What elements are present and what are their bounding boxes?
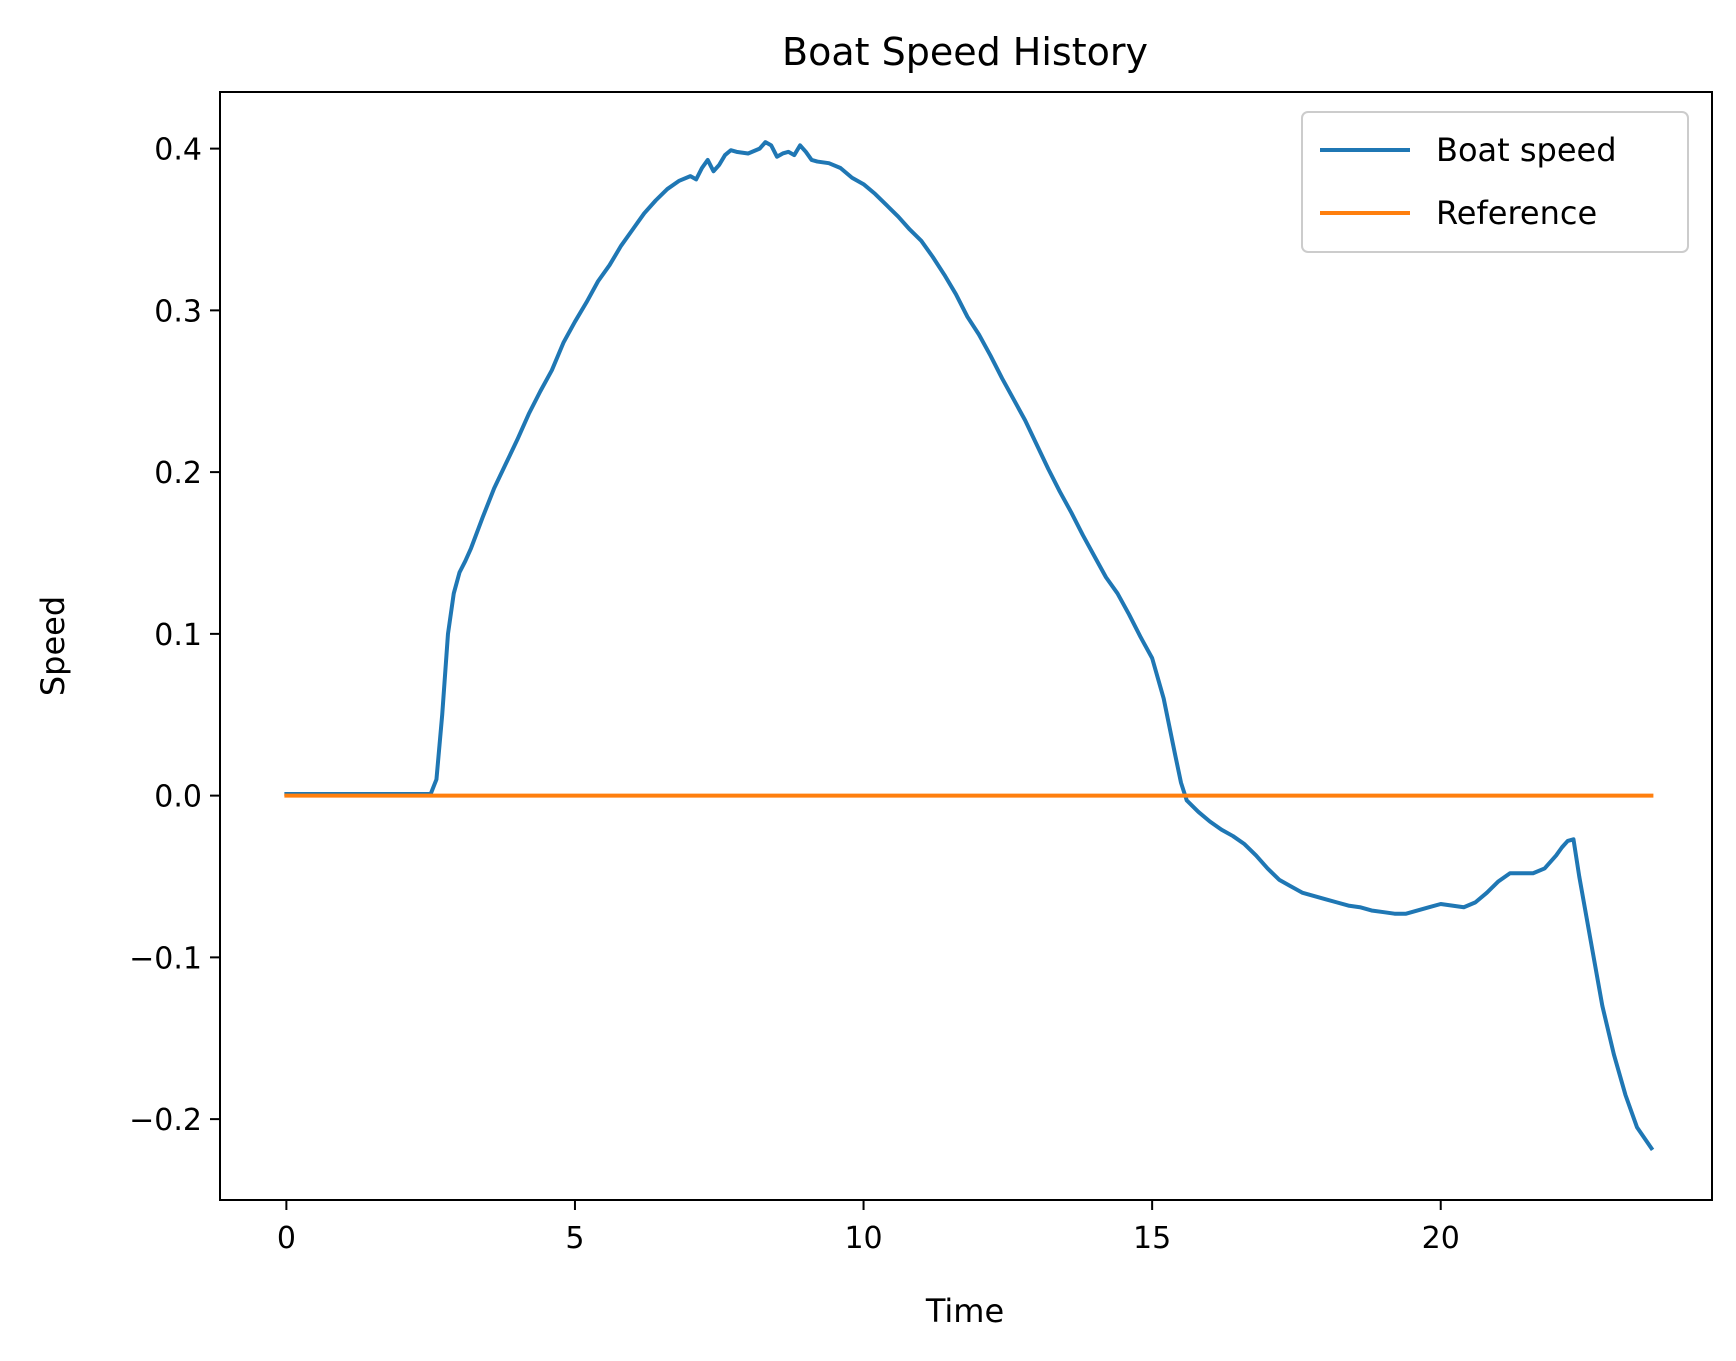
- y-tick-label: 0.0: [154, 780, 202, 815]
- y-tick-label: −0.2: [129, 1103, 202, 1138]
- plot-frame: [219, 91, 1713, 1201]
- chart-title: Boat Speed History: [782, 30, 1148, 74]
- x-tick-label: 20: [1422, 1221, 1460, 1256]
- series-line-boat-speed: [284, 140, 1655, 1152]
- legend-label-reference: Reference: [1436, 194, 1597, 232]
- legend: Boat speed Reference: [1301, 111, 1689, 253]
- y-axis-ticks: −0.2 −0.1 0.0 0.1 0.2 0.3 0.4: [129, 133, 220, 1138]
- y-axis-title: Speed: [34, 596, 72, 696]
- legend-label-boat-speed: Boat speed: [1436, 131, 1617, 169]
- y-tick-label: 0.3: [154, 294, 202, 329]
- x-tick-label: 5: [565, 1221, 584, 1256]
- legend-box: [1301, 111, 1689, 253]
- series-layer: [284, 140, 1655, 1152]
- y-tick-label: 0.2: [154, 456, 202, 491]
- x-tick-label: 0: [277, 1221, 296, 1256]
- y-tick-label: 0.4: [154, 133, 202, 168]
- x-tick-label: 10: [844, 1221, 882, 1256]
- x-tick-label: 15: [1133, 1221, 1171, 1256]
- x-axis-title: Time: [925, 1292, 1004, 1330]
- y-tick-label: −0.1: [129, 941, 202, 976]
- y-tick-label: 0.1: [154, 618, 202, 653]
- x-axis-ticks: 0 5 10 15 20: [277, 1200, 1460, 1256]
